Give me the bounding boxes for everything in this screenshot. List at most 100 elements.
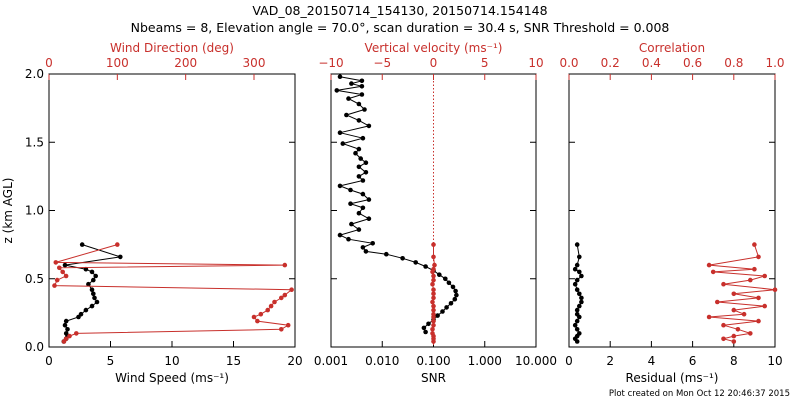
data-point (356, 101, 362, 107)
data-point (577, 254, 582, 260)
data-point (715, 299, 720, 305)
bottom-tick-label: 8 (730, 354, 738, 368)
bottom-tick-label: 10 (767, 354, 782, 368)
data-point (92, 295, 97, 301)
data-point (53, 260, 59, 265)
bottom-axis-title: Residual (ms⁻¹) (626, 371, 719, 385)
y-tick-label: 1.5 (25, 135, 44, 149)
data-point (721, 322, 726, 328)
data-point (577, 314, 582, 320)
data-point (285, 322, 291, 328)
top-tick-label: 0.4 (642, 56, 661, 70)
data-point (356, 174, 362, 179)
data-point (444, 305, 449, 310)
data-point (358, 156, 364, 161)
panel-wind: 0 5 10 15 20 Wind Speed (ms⁻¹) 0 100 200 300 Wind … (1, 41, 303, 385)
data-point (340, 141, 346, 146)
data-point (282, 292, 288, 298)
data-point (359, 78, 365, 84)
data-point (731, 333, 737, 339)
data-point (272, 299, 277, 305)
data-point (421, 325, 427, 331)
data-point (454, 292, 459, 298)
data-point (574, 262, 580, 268)
data-point (359, 84, 365, 89)
data-point (353, 150, 358, 156)
data-point (731, 291, 737, 297)
series-line (709, 244, 776, 342)
data-point (731, 307, 737, 313)
data-point (360, 178, 366, 183)
data-point (366, 216, 372, 221)
data-point (360, 245, 366, 250)
data-point (279, 327, 284, 332)
data-point (752, 242, 757, 247)
data-point (431, 291, 436, 297)
panel-snr: 0.001 0.010 0.100 1.000 10.000 SNR −10 −5 0 5 10 Ve… (314, 41, 557, 385)
data-point (63, 318, 69, 324)
data-point (265, 307, 271, 313)
data-point (431, 287, 436, 293)
data-point (440, 309, 445, 314)
top-axis-title: Correlation (639, 41, 705, 55)
data-point (579, 273, 584, 279)
data-point (349, 81, 354, 86)
data-point (446, 280, 452, 286)
data-point (370, 241, 376, 246)
data-point (289, 287, 294, 293)
data-point (756, 295, 761, 301)
top-tick-label: 5 (481, 56, 489, 70)
data-point (735, 327, 741, 332)
y-tick-label: 2.0 (25, 67, 44, 81)
bottom-tick-label: 15 (226, 354, 241, 368)
data-point (79, 242, 85, 247)
data-point (731, 339, 737, 344)
data-point (384, 251, 389, 257)
data-point (574, 307, 580, 313)
plot-frame-residual (568, 73, 776, 348)
bottom-tick-label: 6 (689, 354, 697, 368)
data-point (337, 183, 343, 189)
bottom-tick-label: 4 (648, 354, 656, 368)
top-tick-label: 0 (430, 56, 438, 70)
top-tick-label: 0.6 (683, 56, 702, 70)
data-point (431, 314, 436, 320)
data-point (363, 160, 369, 165)
figure-subtitle: Nbeams = 8, Elevation angle = 70.0°, sca… (131, 20, 670, 35)
figure-title: VAD_08_20150714_154130, 20150714.154148 (252, 3, 547, 18)
data-point (74, 331, 79, 336)
data-point (572, 322, 578, 328)
data-point (706, 314, 712, 320)
top-tick-label: 100 (106, 56, 129, 70)
data-point (282, 262, 288, 268)
data-point (756, 318, 761, 324)
data-point (721, 281, 726, 287)
data-point (91, 291, 96, 297)
data-point (721, 336, 726, 342)
top-tick-label: 300 (243, 56, 266, 70)
data-point (363, 249, 369, 254)
data-point (60, 269, 65, 275)
data-point (52, 283, 57, 288)
data-point (62, 322, 68, 328)
y-axis-title: z (km AGL) (1, 178, 15, 244)
data-point (431, 322, 436, 328)
data-point (63, 273, 69, 279)
data-point (748, 331, 753, 336)
top-tick-label: 0 (45, 56, 53, 70)
data-point (450, 284, 456, 290)
data-point (115, 242, 120, 247)
top-axis-title: Wind Direction (deg) (110, 41, 234, 55)
bottom-tick-label: 0.100 (416, 354, 450, 368)
data-point (574, 318, 580, 324)
data-point (443, 276, 448, 282)
data-point (279, 295, 284, 301)
data-point (452, 296, 458, 302)
bottom-tick-label: 0 (565, 354, 573, 368)
data-point (431, 303, 436, 309)
data-point (432, 262, 437, 268)
series-line (53, 244, 294, 342)
data-point (258, 311, 264, 317)
